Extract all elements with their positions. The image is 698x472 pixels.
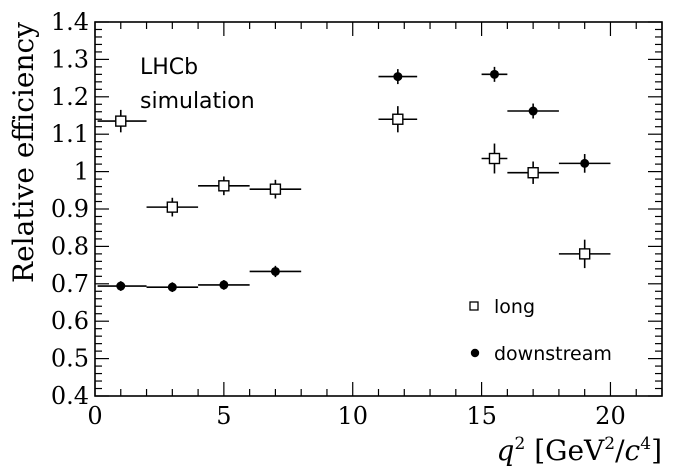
x-tick-label: 5 [216,402,231,430]
y-tick-label: 0.5 [51,345,89,373]
lhcb-label: LHCb [140,55,198,80]
data-marks [97,66,611,293]
data-point [115,115,127,127]
series-long [97,106,611,269]
axis-ticks [94,21,663,397]
data-point [488,152,501,165]
simulation-label: simulation [140,89,255,114]
data-point [116,281,126,291]
x-tick-label: 20 [595,402,626,430]
data-point [578,248,591,260]
data-point [218,180,230,192]
y-tick-label: 0.9 [51,195,89,223]
y-tick-label: 1 [74,158,89,186]
x-tick-label: 10 [337,402,368,430]
y-tick-label: 0.7 [51,270,89,298]
data-point [167,282,177,292]
legend-marker-long [469,301,479,311]
data-point [528,106,538,116]
y-tick-label: 0.8 [51,232,89,260]
legend-label-downstream: downstream [494,343,612,365]
y-tick-label: 1.4 [51,8,89,36]
y-tick-label: 1.3 [51,45,89,73]
legend-label-long: long [494,296,535,318]
y-tick-labels: 0.4 0.5 0.6 0.7 0.8 0.9 1 1.1 1.2 1.3 1.4 [51,8,89,410]
x-tick-label: 15 [466,402,497,430]
series-downstream [97,66,611,293]
data-point [392,113,404,125]
data-point [527,167,539,179]
x-tick-labels: 0 5 10 15 20 [87,402,625,430]
y-tick-label: 0.6 [51,307,89,335]
data-point [580,158,590,168]
x-tick-label: 0 [87,402,102,430]
legend-marker-downstream [470,348,480,358]
data-point [219,280,229,290]
y-axis-label: Relative efficiency [7,22,40,283]
data-point [166,201,179,213]
data-point [393,72,403,82]
data-point [269,183,282,195]
y-tick-label: 1.1 [51,120,89,148]
data-point [270,266,280,276]
x-axis-label: q2 [GeV2/c4] [497,434,662,467]
y-tick-label: 1.2 [51,83,89,111]
data-point [489,69,499,79]
y-tick-label: 0.4 [51,382,89,410]
legend: long downstream [469,296,612,365]
